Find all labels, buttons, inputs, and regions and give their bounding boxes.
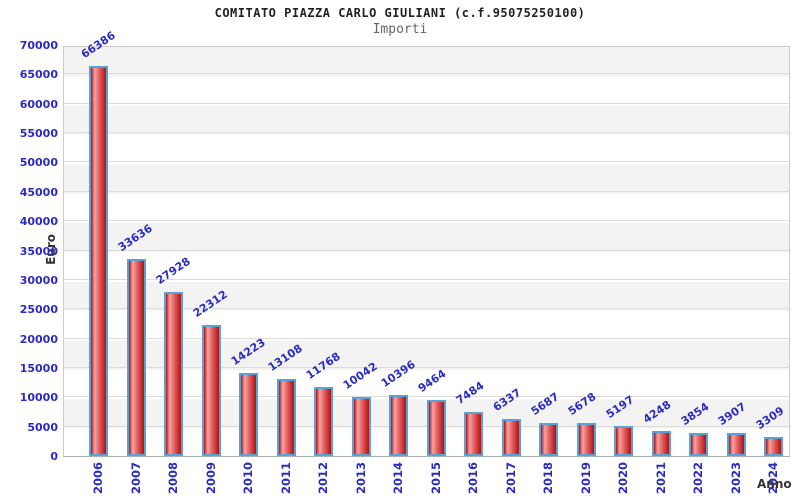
bar-2019 [576, 422, 596, 456]
bar-2017 [501, 418, 521, 456]
gridline [64, 161, 789, 163]
bar-value-label: 7484 [453, 379, 486, 408]
gridline [64, 220, 789, 222]
gridline [64, 396, 789, 398]
bar-2021 [651, 431, 671, 456]
x-axis-ticks: 2006 2007 2008 2009 2010 2011 2012 2013 2014 2015… [63, 462, 790, 500]
bar-2015 [426, 400, 446, 456]
bar-2016 [464, 412, 483, 456]
x-tick-label: 2015 [428, 462, 443, 495]
x-tick-label: 2021 [653, 462, 668, 495]
bar-2012 [314, 386, 333, 456]
x-tick-label: 2022 [691, 462, 705, 495]
bar-value-label: 14223 [228, 335, 268, 368]
gridline [64, 337, 789, 339]
bar-2006 [89, 66, 108, 456]
bar-2014 [389, 395, 408, 456]
gridline [64, 73, 789, 75]
bar-value-label: 5678 [565, 389, 599, 418]
x-tick-label: 2013 [353, 462, 368, 495]
bar-value-label: 13108 [265, 341, 305, 374]
bar-value-label: 3309 [753, 403, 786, 432]
gridline [64, 190, 789, 192]
chart-title: COMITATO PIAZZA CARLO GIULIANI (c.f.9507… [214, 6, 586, 20]
bar-2010 [239, 372, 258, 456]
x-tick-label: 2007 [128, 462, 143, 495]
gridline [64, 132, 789, 134]
x-tick-label: 2012 [316, 462, 330, 495]
bar-2020 [614, 425, 633, 456]
y-tick-label: 40000 [19, 215, 58, 229]
bar-value-label: 3907 [715, 400, 749, 429]
bar-value-label: 11768 [303, 349, 343, 382]
bar-value-label: 3854 [678, 400, 711, 429]
bar-2013 [351, 397, 371, 456]
x-axis-title: Anno [757, 477, 792, 491]
bar-2009 [201, 325, 221, 456]
bar-value-label: 9464 [415, 367, 449, 396]
gridline [64, 366, 789, 368]
y-tick-label: 0 [50, 450, 58, 463]
y-tick-label: 15000 [19, 361, 58, 375]
bar-value-label: 4248 [640, 398, 674, 427]
bar-value-label: 6337 [490, 385, 524, 414]
y-tick-label: 5000 [27, 420, 58, 434]
y-tick-label: 20000 [19, 332, 58, 346]
x-tick-label: 2017 [503, 462, 518, 495]
y-tick-label: 60000 [19, 97, 58, 111]
x-tick-label: 2018 [541, 462, 555, 495]
x-tick-label: 2023 [728, 462, 743, 495]
y-tick-label: 50000 [19, 156, 58, 170]
bar-value-label: 10042 [340, 359, 380, 392]
y-axis-ticks: 0 5000 10000 15000 20000 25000 30000 35000 40000… [0, 39, 58, 463]
bar-2011 [276, 379, 296, 456]
bar-value-label: 22312 [190, 287, 230, 320]
bar-value-label: 5687 [528, 389, 561, 418]
y-tick-label: 30000 [19, 273, 58, 287]
x-tick-label: 2006 [91, 462, 105, 495]
y-tick-label: 55000 [19, 127, 58, 141]
x-tick-label: 2016 [466, 462, 480, 495]
bar-2018 [539, 422, 558, 456]
gridline [64, 249, 789, 251]
x-tick-label: 2020 [616, 462, 630, 495]
x-tick-label: 2009 [203, 462, 218, 495]
y-tick-label: 10000 [19, 391, 58, 405]
y-tick-label: 70000 [19, 39, 58, 52]
bar-2023 [726, 433, 746, 456]
plot-area: 66386 33636 27928 22312 14223 13108 11768 10042… [63, 29, 790, 457]
x-tick-label: 2010 [241, 462, 255, 495]
bar-2008 [164, 292, 183, 456]
bar-value-label: 10396 [378, 357, 418, 390]
gridline [64, 278, 789, 280]
x-tick-label: 2008 [166, 462, 180, 495]
y-tick-label: 65000 [19, 68, 58, 82]
y-tick-label: 45000 [19, 185, 58, 199]
bar-2007 [126, 258, 146, 456]
y-tick-label: 35000 [19, 244, 58, 258]
gridline [64, 102, 789, 104]
gridline [64, 308, 789, 310]
x-tick-label: 2014 [391, 462, 405, 495]
chart-subtitle: Importi [372, 22, 428, 37]
bar-value-label: 27928 [153, 254, 193, 287]
y-tick-label: 25000 [19, 303, 58, 317]
bar-2024 [764, 436, 783, 456]
bar-2022 [689, 433, 708, 456]
x-tick-label: 2011 [278, 462, 293, 495]
x-tick-label: 2019 [578, 462, 593, 495]
